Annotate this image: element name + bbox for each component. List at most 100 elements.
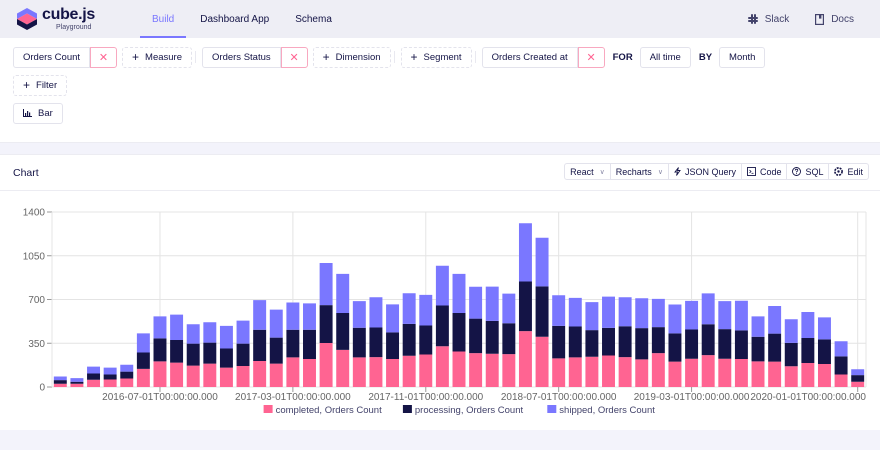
bar-processing-2017-12	[435, 305, 449, 347]
add-segment-button[interactable]: + Segment	[400, 46, 472, 68]
legend-label-shipped: shipped, Orders Count	[559, 405, 655, 416]
bar-shipped-2019-02	[668, 304, 682, 334]
bar-shipped-2017-05	[319, 263, 333, 306]
bar-shipped-2017-02	[269, 309, 283, 338]
bar-completed-2017-11	[419, 354, 433, 387]
bar-completed-2017-04	[303, 359, 316, 387]
nav-tab-schema[interactable]: Schema	[295, 13, 332, 25]
bar-shipped-2018-08	[568, 297, 582, 327]
add-measure-button[interactable]: + Measure	[122, 46, 193, 68]
y-tick-label: 1400	[23, 208, 46, 219]
remove-measure-button[interactable]: ✕	[90, 46, 118, 68]
bar-processing-2017-03	[286, 329, 300, 358]
nav-tab-build[interactable]: Build	[140, 0, 187, 38]
date-range-select[interactable]: All time	[639, 46, 691, 68]
bar-completed-2019-12	[834, 374, 848, 387]
granularity-select[interactable]: Month	[719, 46, 766, 68]
chevron-down-icon: ∨	[657, 168, 663, 176]
bar-completed-2016-01	[53, 383, 67, 387]
remove-dimension-button[interactable]: ✕	[280, 46, 308, 68]
bar-completed-2019-03	[685, 358, 699, 387]
bar-completed-2017-02	[269, 363, 283, 387]
bar-shipped-2018-11	[618, 297, 632, 327]
bar-processing-2019-03	[685, 329, 699, 359]
nav-tab-dashboard-app[interactable]: Dashboard App	[200, 13, 270, 25]
bar-shipped-2020-01	[851, 369, 865, 376]
bar-shipped-2019-09	[784, 319, 798, 343]
page-footer-band	[0, 430, 880, 446]
code-button[interactable]: Code	[742, 164, 788, 179]
docs-link[interactable]: Docs	[815, 14, 854, 25]
legend-label-completed: completed, Orders Count	[276, 405, 382, 416]
x-tick-label: 2017-03-01T00:00:00.000	[235, 392, 351, 403]
dimension-orders-status[interactable]: Orders Status	[202, 46, 281, 68]
remove-time-dimension-button[interactable]: ✕	[577, 46, 605, 68]
legend-swatch-processing	[402, 405, 412, 413]
bar-completed-2019-11	[817, 364, 831, 387]
chart-type-select[interactable]: Bar	[13, 102, 63, 124]
bar-processing-2016-05	[120, 371, 134, 379]
bar-processing-2018-11	[618, 326, 632, 358]
chart-area: 0 350 700 1050 1400 2016-07-01T00:00:00.000 20…	[0, 192, 880, 447]
bar-shipped-2016-04	[103, 367, 117, 375]
bar-processing-2016-06	[136, 352, 150, 369]
slack-link[interactable]: Slack	[747, 13, 790, 25]
bar-shipped-2017-06	[336, 273, 350, 313]
bar-completed-2017-09	[386, 359, 400, 387]
bar-processing-2017-09	[386, 332, 400, 359]
measure-orders-count[interactable]: Orders Count	[13, 46, 91, 68]
add-dimension-label: Dimension	[335, 51, 381, 63]
add-measure-label: Measure	[145, 51, 183, 63]
bar-completed-2017-03	[286, 357, 300, 387]
bar-processing-2019-08	[768, 333, 782, 362]
bar-processing-2017-02	[269, 337, 283, 364]
bar-shipped-2018-07	[552, 295, 566, 326]
bar-completed-2018-02	[469, 353, 483, 387]
bar-completed-2019-08	[768, 361, 782, 387]
legend-swatch-completed	[263, 405, 273, 413]
bar-shipped-2019-12	[834, 341, 848, 357]
divider	[474, 51, 476, 63]
bar-shipped-2019-07	[751, 316, 765, 337]
bar-processing-2018-04	[502, 323, 516, 355]
x-tick-label: 2018-07-01T00:00:00.000	[501, 392, 617, 403]
bar-shipped-2016-02	[70, 378, 84, 382]
bar-completed-2020-01	[851, 381, 865, 387]
add-dimension-button[interactable]: + Dimension	[312, 46, 391, 68]
bar-completed-2017-10	[402, 355, 416, 387]
bar-shipped-2018-09	[585, 302, 599, 331]
sql-label: SQL	[805, 166, 824, 177]
time-dimension-orders-created-at[interactable]: Orders Created at	[481, 46, 578, 68]
bar-processing-2019-05	[718, 329, 732, 359]
divider	[195, 51, 197, 63]
bar-completed-2018-12	[635, 359, 649, 387]
bar-completed-2017-06	[336, 349, 350, 387]
question-circle-icon	[792, 167, 802, 176]
bar-completed-2016-03	[87, 379, 101, 387]
bar-completed-2018-05	[518, 331, 532, 387]
y-tick-label: 350	[28, 339, 45, 350]
docs-label: Docs	[831, 13, 854, 25]
bar-processing-2017-06	[336, 313, 350, 350]
measure-member: Orders Count ✕	[13, 46, 118, 68]
bar-completed-2019-04	[701, 355, 715, 387]
add-filter-button[interactable]: + Filter	[13, 74, 68, 96]
edit-button[interactable]: Edit	[829, 164, 868, 179]
bar-shipped-2019-04	[701, 293, 715, 325]
bar-shipped-2017-07	[352, 301, 366, 328]
json-query-button[interactable]: JSON Query	[669, 164, 742, 179]
x-tick-label: 2019-03-01T00:00:00.000	[634, 392, 750, 403]
bar-shipped-2018-03	[485, 286, 499, 321]
bar-shipped-2017-10	[402, 293, 416, 324]
framework-select[interactable]: React ∨	[565, 164, 611, 179]
library-select[interactable]: Recharts ∨	[611, 164, 669, 179]
logo-subtitle: Playground	[56, 23, 92, 31]
slack-label: Slack	[764, 13, 790, 25]
chart-toolbar: React ∨ Recharts ∨ JSON Query Code SQL Edi…	[564, 163, 869, 180]
bar-completed-2019-07	[751, 361, 765, 387]
add-segment-label: Segment	[423, 51, 462, 63]
bar-shipped-2018-10	[602, 296, 615, 328]
logo[interactable]: cube.js Playground	[16, 6, 140, 32]
bar-completed-2016-12	[236, 366, 250, 387]
sql-button[interactable]: SQL	[787, 164, 830, 179]
